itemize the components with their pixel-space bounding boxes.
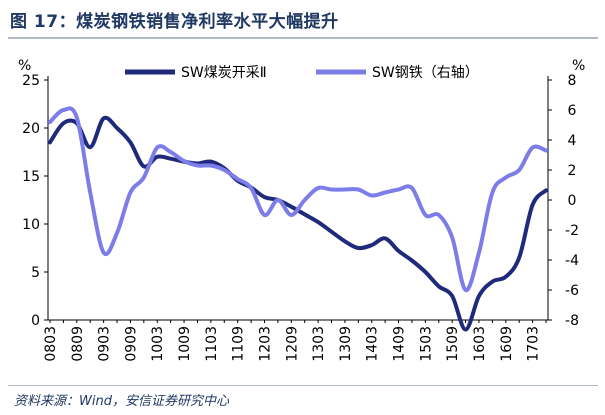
- series-line-steel: [48, 106, 548, 293]
- right-tick-label: 0: [568, 193, 577, 209]
- right-tick-label: 6: [568, 103, 577, 119]
- x-tick-label: 1203: [257, 326, 273, 362]
- series-line-coal: [48, 115, 548, 332]
- left-tick-label: 0: [31, 313, 40, 329]
- right-tick-label: 2: [568, 163, 577, 179]
- right-tick-label: 4: [568, 133, 577, 149]
- x-tick-label: 1209: [284, 326, 300, 362]
- x-tick-label: 0903: [97, 326, 113, 362]
- source-note: 资料来源：Wind，安信证券研究中心: [14, 394, 229, 409]
- x-tick-label: 1603: [472, 326, 488, 362]
- source-rule: [8, 385, 598, 386]
- x-tick-label: 1003: [150, 326, 166, 362]
- x-tick-label: 1009: [177, 326, 193, 362]
- x-tick-label: 0909: [123, 326, 139, 362]
- legend-label: SW煤炭开采Ⅱ: [181, 65, 267, 81]
- left-tick-label: 25: [22, 73, 40, 89]
- chart-axes: % % 0 5 10 15 20 25 -8 -6 -4 -2 0 2 4 6 8 0803 0809 0903 090…: [18, 58, 585, 362]
- chart-legend: SW煤炭开采Ⅱ SW钢铁（右轴）: [125, 65, 479, 81]
- x-tick-label: 0809: [70, 326, 86, 362]
- x-tick-label: 1409: [392, 326, 408, 362]
- left-axis-unit: %: [18, 58, 31, 74]
- left-tick-label: 5: [31, 265, 40, 281]
- chart-lines: [48, 106, 548, 332]
- right-axis-unit: %: [572, 58, 585, 74]
- figure-title: 图 17：煤炭钢铁销售净利率水平大幅提升: [10, 12, 339, 32]
- x-tick-label: 1103: [204, 326, 220, 362]
- right-tick-label: -4: [565, 253, 579, 269]
- right-tick-label: -8: [565, 313, 579, 329]
- x-tick-label: 1509: [445, 326, 461, 362]
- right-tick-label: -2: [565, 223, 579, 239]
- right-tick-label: -6: [565, 283, 579, 299]
- left-tick-label: 10: [22, 217, 40, 233]
- title-bar: 图 17：煤炭钢铁销售净利率水平大幅提升: [0, 0, 605, 39]
- x-tick-label: 1503: [418, 326, 434, 362]
- title-rule: [8, 37, 598, 39]
- left-tick-label: 15: [22, 169, 40, 185]
- left-tick-label: 20: [22, 121, 40, 137]
- x-tick-label: 0803: [43, 326, 59, 362]
- right-tick-label: 8: [568, 73, 577, 89]
- x-tick-label: 1403: [365, 326, 381, 362]
- x-tick-label: 1703: [526, 326, 542, 362]
- x-tick-label: 1609: [499, 326, 515, 362]
- x-tick-label: 1309: [338, 326, 354, 362]
- x-tick-label: 1303: [311, 326, 327, 362]
- x-tick-label: 1109: [231, 326, 247, 362]
- legend-label: SW钢铁（右轴）: [372, 65, 479, 81]
